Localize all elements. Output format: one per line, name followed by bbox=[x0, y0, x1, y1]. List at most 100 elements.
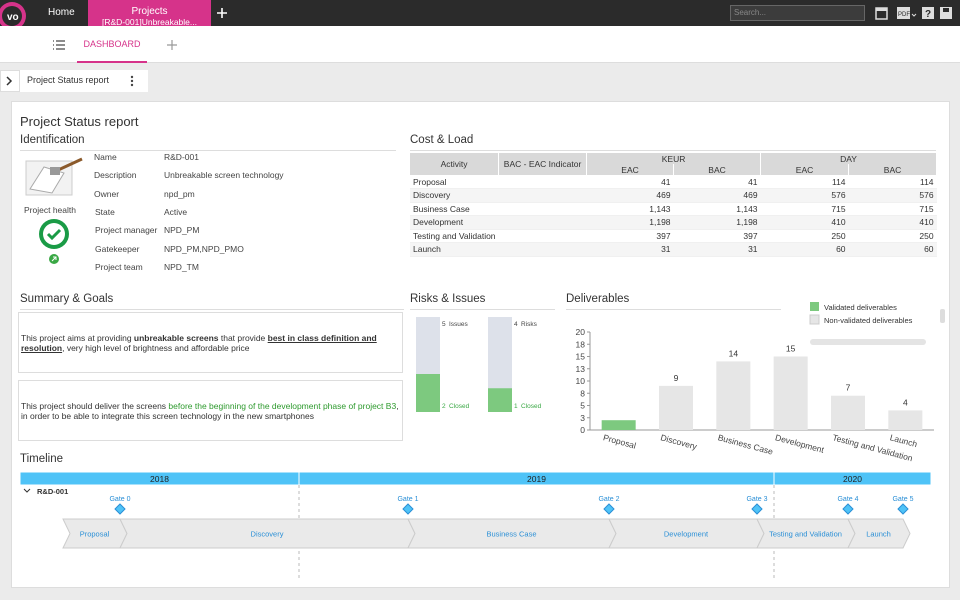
number-cell: 1,198 bbox=[673, 215, 761, 230]
section-rule bbox=[410, 150, 936, 151]
field-value: NPD_PM bbox=[164, 225, 200, 236]
gate-label: Gate 0 bbox=[109, 496, 130, 503]
section-title: Risks & Issues bbox=[410, 293, 486, 305]
header-cell: DAY bbox=[760, 153, 938, 164]
expand-button[interactable] bbox=[0, 70, 20, 92]
chart-scrollbar bbox=[940, 309, 945, 323]
indicator-cell bbox=[498, 175, 587, 189]
total-value: 4 bbox=[514, 321, 518, 328]
x-tick-label: Discovery bbox=[659, 432, 698, 452]
goals-box: This project should deliver the screens … bbox=[18, 380, 403, 441]
help-icon[interactable]: ? bbox=[922, 7, 934, 20]
x-tick-label: Business Case bbox=[717, 432, 775, 456]
data-row: Discovery 469 469 576 576 bbox=[410, 188, 937, 203]
number-cell: 60 bbox=[848, 242, 937, 257]
number-cell: 410 bbox=[760, 215, 849, 230]
activity-cell: Business Case bbox=[410, 202, 499, 216]
dashboard-tab[interactable]: DASHBOARD bbox=[77, 26, 147, 63]
activity-cell: Testing and Validation bbox=[410, 229, 499, 243]
text: This project aims at providing bbox=[21, 333, 134, 343]
field-value: npd_pm bbox=[164, 188, 195, 199]
add-dashboard-button[interactable] bbox=[166, 39, 178, 51]
add-tab-button[interactable] bbox=[216, 7, 228, 19]
phase-label: Testing and Validation bbox=[769, 530, 842, 539]
section-title: Identification bbox=[20, 134, 85, 146]
field-label: Project team bbox=[95, 261, 143, 272]
section-rule bbox=[20, 150, 396, 151]
pdf-icon[interactable]: PDF bbox=[897, 7, 917, 19]
phase-label: Business Case bbox=[486, 530, 536, 539]
x-tick-label: Launch bbox=[889, 432, 919, 449]
data-label: 9 bbox=[674, 373, 679, 383]
svg-text:vo: vo bbox=[7, 12, 19, 23]
list-view-button[interactable] bbox=[52, 39, 66, 51]
phase-label: Discovery bbox=[251, 530, 284, 539]
header-cell: KEUR bbox=[586, 153, 762, 164]
x-tick-label: Development bbox=[774, 432, 826, 455]
number-cell: 31 bbox=[673, 242, 761, 257]
bold-text: unbreakable screens bbox=[133, 333, 219, 343]
header-cell: BAC - EAC Indicator bbox=[498, 153, 588, 175]
field-value: NPD_TM bbox=[164, 261, 199, 272]
phase-chevron bbox=[847, 518, 911, 549]
phase-label: Development bbox=[664, 530, 709, 539]
field-value: R&D-001 bbox=[164, 152, 199, 162]
top-bar: vo Home Projects [R&D-001]Unbreakable...… bbox=[0, 0, 960, 31]
indicator-cell bbox=[498, 242, 587, 257]
save-icon[interactable] bbox=[940, 7, 952, 19]
year-label: 2018 bbox=[150, 474, 169, 484]
gate-marker bbox=[603, 503, 615, 515]
cost-table: Activity BAC - EAC Indicator KEUR DAY EAC BAC… bbox=[410, 153, 938, 257]
field-label: Gatekeeper bbox=[95, 243, 140, 254]
report-title: Project Status report bbox=[20, 114, 139, 129]
tab-title: Projects bbox=[131, 6, 168, 17]
section-title: Summary & Goals bbox=[20, 293, 114, 305]
tab-subtitle: [R&D-001]Unbreakable... bbox=[102, 17, 197, 27]
projects-tab[interactable]: Projects [R&D-001]Unbreakable... bbox=[88, 0, 211, 31]
deliverables-chart: 0 3 5 8 10 13 15 18 20 Proposal 9 Discovery 14 Busine… bbox=[576, 302, 945, 462]
gate-marker bbox=[751, 503, 763, 515]
text: This project should deliver the screens bbox=[21, 401, 169, 411]
project-image bbox=[25, 157, 83, 196]
bar bbox=[716, 361, 751, 430]
number-cell: 41 bbox=[673, 175, 761, 189]
closed-value: 1 bbox=[514, 403, 518, 410]
header-cell: BAC bbox=[848, 164, 938, 175]
data-row: Proposal 41 41 114 114 bbox=[410, 175, 937, 189]
logo[interactable]: vo bbox=[0, 0, 30, 34]
field-value: Active bbox=[164, 206, 188, 217]
indicator-cell bbox=[498, 229, 587, 243]
tab-menu-button[interactable] bbox=[130, 75, 134, 87]
gate-marker bbox=[402, 503, 414, 515]
data-row: Business Case 1,143 1,143 715 715 bbox=[410, 202, 937, 216]
closed-label: Closed bbox=[521, 403, 542, 410]
number-cell: 1,143 bbox=[586, 202, 674, 216]
field-label: Owner bbox=[94, 188, 120, 199]
timeline: 2018 2019 2020 R&D-001 Gate 0 Gate 1 Gate 2 Gat… bbox=[19, 471, 932, 579]
number-cell: 1,143 bbox=[673, 202, 761, 216]
data-row: Testing and Validation 397 397 250 250 bbox=[410, 229, 937, 243]
legend-label: Validated deliverables bbox=[824, 303, 897, 312]
year-label: 2020 bbox=[843, 474, 862, 484]
calendar-icon[interactable] bbox=[875, 7, 888, 20]
gate-marker bbox=[842, 503, 854, 515]
chart-title: Deliverables bbox=[566, 293, 630, 305]
number-cell: 469 bbox=[673, 188, 761, 203]
search-input[interactable]: Search... bbox=[730, 5, 865, 21]
gate-label: Gate 1 bbox=[397, 496, 418, 503]
home-tab[interactable]: Home bbox=[48, 7, 75, 18]
header-cell: EAC bbox=[586, 164, 675, 175]
toolbar-icons: PDF ? bbox=[875, 7, 952, 20]
number-cell: 469 bbox=[586, 188, 674, 203]
data-label: 15 bbox=[786, 344, 796, 354]
report-tab-title: Project Status report bbox=[27, 75, 110, 85]
report-tab[interactable]: Project Status report bbox=[20, 70, 148, 92]
number-cell: 397 bbox=[586, 229, 674, 243]
field-value: Unbreakable screen technology bbox=[164, 170, 284, 181]
legend-scrollbar bbox=[810, 339, 926, 345]
data-label: 14 bbox=[729, 348, 739, 358]
field-label: Description bbox=[94, 170, 137, 181]
legend-label: Non-validated deliverables bbox=[824, 316, 913, 325]
data-label: 7 bbox=[846, 383, 851, 393]
